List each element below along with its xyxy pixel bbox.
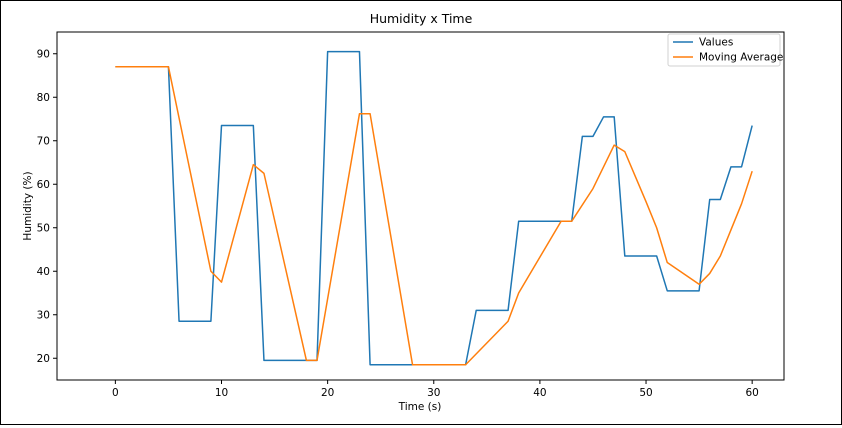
- plot-area: [56, 31, 785, 381]
- x-tick-label: 50: [639, 387, 652, 399]
- x-axis-ticks: 0 10 20 30 40 50 60: [112, 380, 759, 399]
- x-tick-label: 30: [427, 387, 440, 399]
- x-tick-label: 10: [215, 387, 228, 399]
- y-tick-label: 90: [37, 48, 50, 60]
- legend-label-moving-average: Moving Average: [699, 52, 783, 64]
- series-lines: [115, 50, 753, 366]
- series-line-moving-average: [115, 66, 753, 366]
- y-axis-ticks: 20 30 40 50 60 70 80 90: [37, 48, 57, 365]
- chart-title: Humidity x Time: [370, 11, 473, 26]
- y-tick-label: 70: [37, 135, 50, 147]
- y-tick-label: 80: [37, 92, 50, 104]
- y-tick-label: 50: [37, 222, 50, 234]
- x-tick-label: 40: [533, 387, 546, 399]
- y-tick-label: 20: [37, 353, 50, 365]
- x-tick-label: 0: [112, 387, 119, 399]
- legend-box: [667, 33, 781, 67]
- x-axis-label: Time (s): [398, 401, 442, 413]
- legend-label-values: Values: [699, 37, 733, 49]
- y-axis-label: Humidity (%): [22, 171, 34, 240]
- y-tick-label: 30: [37, 309, 50, 321]
- x-tick-label: 20: [321, 387, 334, 399]
- y-tick-label: 60: [37, 179, 50, 191]
- y-tick-label: 40: [37, 266, 50, 278]
- legend: Values Moving Average: [667, 33, 783, 67]
- x-tick-label: 60: [745, 387, 758, 399]
